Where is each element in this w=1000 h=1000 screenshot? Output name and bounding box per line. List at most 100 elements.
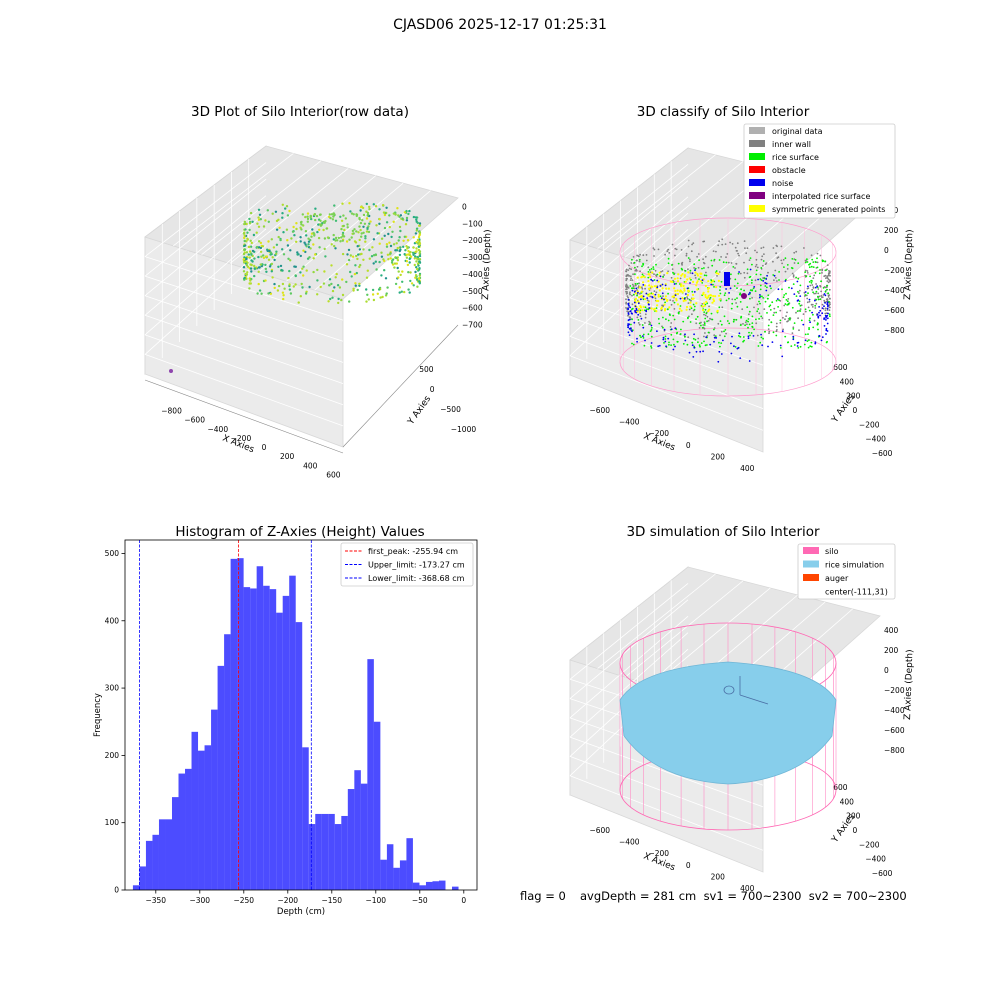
cls-point	[792, 274, 795, 277]
cls-point	[690, 299, 692, 302]
cls-point	[759, 278, 762, 280]
cls-point	[676, 303, 680, 306]
raw-point	[255, 231, 258, 234]
raw-point	[405, 253, 408, 256]
cls-point	[754, 265, 757, 268]
cls-point	[730, 352, 733, 355]
raw-point	[356, 245, 359, 248]
cls-point	[720, 323, 723, 326]
cls-point	[699, 350, 702, 353]
cls-point	[666, 299, 669, 302]
raw-point	[310, 217, 313, 221]
cls-x-tick-label: −200	[648, 429, 669, 438]
cls-point	[664, 335, 667, 338]
raw-point	[399, 214, 403, 217]
sim-legend-label: auger	[825, 574, 849, 583]
cls-point	[736, 282, 739, 285]
cls-point	[695, 302, 698, 305]
raw-point	[366, 213, 370, 216]
cls-point	[674, 289, 677, 293]
cls-point	[804, 310, 807, 313]
cls-point	[677, 273, 680, 276]
cls-point	[745, 319, 748, 322]
raw-point	[389, 257, 392, 260]
cls-point	[634, 292, 638, 295]
cls-point	[827, 292, 830, 295]
cls-point	[692, 242, 695, 245]
cls-point	[772, 260, 774, 263]
cls-point	[650, 335, 653, 338]
raw-point	[245, 251, 249, 254]
raw-point	[355, 214, 358, 218]
cls-point	[797, 317, 799, 320]
cls-point	[705, 274, 708, 277]
cls-point	[659, 275, 662, 278]
cls-point	[702, 309, 705, 312]
raw-point	[395, 262, 398, 265]
cls-legend-swatch	[749, 153, 765, 160]
raw-point	[358, 265, 361, 269]
cls-point	[720, 330, 723, 333]
cls-point	[807, 333, 809, 335]
cls-point	[714, 295, 717, 298]
cls-point	[826, 303, 829, 305]
cls-point	[669, 326, 672, 328]
raw-point	[378, 208, 381, 211]
cls-point	[814, 342, 817, 345]
raw-point	[393, 266, 396, 269]
histogram-bar	[328, 813, 335, 890]
cls-point	[802, 313, 805, 315]
raw-point	[395, 249, 399, 252]
raw-point	[295, 222, 298, 225]
cls-point	[641, 273, 644, 276]
cls-point	[656, 279, 659, 282]
cls-point	[762, 264, 764, 267]
cls-point	[767, 271, 769, 274]
cls-point	[653, 255, 655, 257]
cls-point	[793, 251, 796, 254]
cls-point	[691, 341, 694, 344]
cls-y-tick-label: 600	[833, 363, 848, 372]
cls-point	[814, 286, 817, 289]
raw-point	[339, 240, 342, 243]
histogram-legend-box	[340, 542, 474, 587]
histogram-x-tick-label: −300	[189, 896, 210, 905]
cls-point	[672, 281, 675, 283]
raw-point	[416, 242, 420, 245]
raw-point	[293, 265, 296, 268]
raw-point	[242, 266, 246, 269]
cls-point	[694, 338, 697, 341]
raw-point	[408, 261, 411, 264]
cls-point	[737, 272, 740, 275]
raw-point	[289, 259, 292, 262]
raw-point	[285, 205, 289, 208]
raw-point	[268, 249, 271, 253]
raw-point	[355, 230, 358, 233]
raw-point	[396, 246, 399, 250]
cls-point	[625, 298, 627, 301]
cls-point	[671, 268, 674, 270]
cls-point	[667, 337, 670, 340]
cls-point	[811, 311, 813, 314]
histogram-bar	[341, 815, 348, 890]
cls-point	[766, 297, 769, 300]
cls-point	[818, 272, 821, 275]
cls-point	[626, 288, 628, 290]
cls-point	[737, 346, 740, 349]
raw-point	[350, 275, 353, 278]
cls-point	[695, 284, 698, 287]
cls-point	[776, 245, 778, 248]
cls-point	[779, 319, 782, 322]
raw-z-tick-label: −500	[462, 287, 483, 296]
cls-point	[653, 279, 656, 281]
raw-point	[260, 292, 263, 295]
raw-point	[412, 236, 415, 239]
raw-point	[341, 202, 344, 205]
cls-point	[664, 338, 667, 340]
cls-point	[795, 295, 798, 297]
cls-point	[763, 277, 766, 280]
cls-point	[638, 258, 641, 261]
cls-point	[643, 275, 646, 278]
raw-point	[324, 219, 327, 223]
histogram-x-tick-label: −350	[145, 896, 166, 905]
